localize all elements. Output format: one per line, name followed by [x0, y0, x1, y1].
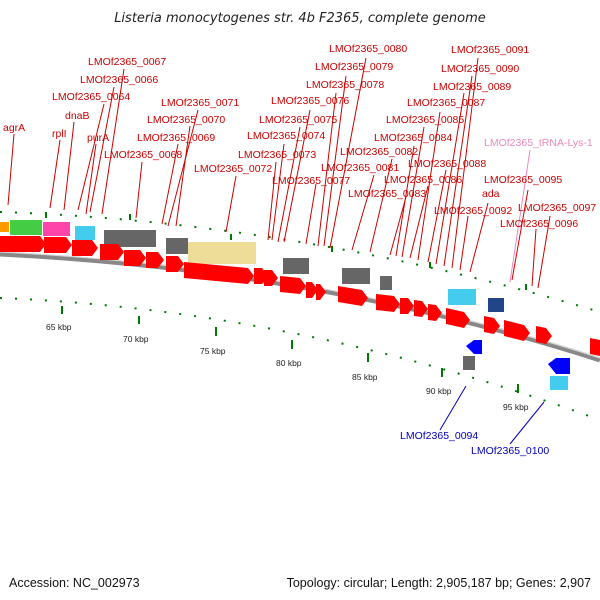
gene-label: LMOf2365_0075 [259, 114, 337, 126]
cds-forward-track [0, 236, 600, 356]
gene-label: LMOf2365_0072 [194, 163, 272, 175]
gene-label: LMOf2365_0089 [433, 81, 511, 93]
cds-reverse-arrow [548, 358, 570, 374]
cds-arrow [264, 270, 278, 286]
gene-label: rplI [52, 128, 67, 140]
gene-label: LMOf2365_0084 [374, 132, 452, 144]
cds-arrow [446, 308, 470, 328]
cds-reverse-arrow [466, 340, 482, 354]
feature-block-blue-small [488, 298, 504, 312]
cds-arrow [376, 294, 400, 312]
gene-label: LMOf2365_0083 [348, 188, 426, 200]
gene-label: LMOf2365_0095 [484, 174, 562, 186]
feature-block-orange [0, 222, 9, 232]
cds-arrow [400, 298, 414, 314]
gene-label: dnaB [65, 110, 90, 122]
gene-label: LMOf2365_0088 [408, 158, 486, 170]
gene-label: LMOf2365_0079 [315, 61, 393, 73]
cds-arrow [414, 300, 428, 317]
label-leader-lines [7, 57, 551, 289]
cds-arrow [590, 338, 600, 356]
scale-label: 75 kbp [200, 346, 226, 356]
cds-arrow [428, 304, 442, 321]
cds-arrow [536, 326, 552, 344]
gene-label: LMOf2365_0067 [88, 56, 166, 68]
gene-label: LMOf2365_0064 [52, 91, 130, 103]
cds-arrow [44, 237, 72, 253]
trna-label: LMOf2365_tRNA-Lys-1 [484, 137, 593, 149]
gene-label: LMOf2365_0078 [306, 79, 384, 91]
scale-label: 70 kbp [123, 334, 149, 344]
feature-block-cyan [75, 226, 95, 240]
outer-tick-ring [0, 211, 600, 313]
gene-label: LMOf2365_0066 [80, 74, 158, 86]
gene-label: LMOf2365_0096 [500, 218, 578, 230]
inner-tick-ring [0, 297, 600, 421]
gene-label: LMOf2365_0091 [451, 44, 529, 56]
gene-label: LMOf2365_0097 [518, 202, 596, 214]
cds-arrow [146, 252, 164, 268]
gene-label: LMOf2365_0076 [271, 95, 349, 107]
cds-arrow [0, 236, 46, 252]
gene-label: LMOf2365_0069 [137, 132, 215, 144]
gene-label: LMOf2365_0074 [247, 130, 325, 142]
cds-reverse-track [463, 340, 570, 390]
feature-block-gray-rev [463, 356, 475, 370]
scale-major-ticks [45, 212, 527, 393]
scale-label: 80 kbp [276, 358, 302, 368]
cds-arrow [280, 276, 306, 294]
feature-block-gray-3 [283, 258, 309, 274]
feature-block-gray-1 [104, 230, 156, 247]
reverse-labels: LMOf2365_0094 LMOf2365_0100 [400, 385, 549, 457]
gene-label: LMOf2365_0085 [386, 114, 464, 126]
gene-label: purA [87, 132, 109, 144]
cds-arrow [484, 316, 500, 334]
gene-label: LMOf2365_0081 [321, 162, 399, 174]
feature-block-cyan-rev [550, 376, 568, 390]
feature-block-gray-5 [380, 276, 392, 290]
cds-arrow [72, 240, 98, 256]
gene-label-reverse: LMOf2365_0100 [471, 445, 549, 457]
gene-label: LMOf2365_0070 [147, 114, 225, 126]
cds-arrow [338, 286, 368, 306]
feature-block-pink [43, 222, 70, 236]
gene-label: ada [482, 188, 500, 200]
gene-label: LMOf2365_0087 [407, 97, 485, 109]
trna-leader-line [509, 149, 531, 283]
feature-block-gray-4 [342, 268, 370, 284]
cds-arrow [184, 262, 254, 284]
gene-label-reverse: LMOf2365_0094 [400, 430, 478, 442]
cds-arrow [316, 284, 326, 300]
scale-label: 95 kbp [503, 402, 529, 412]
gene-label: LMOf2365_0086 [384, 174, 462, 186]
feature-block-gray-2 [166, 238, 188, 254]
scale-labels: 65 kbp 70 kbp 75 kbp 80 kbp 85 kbp 90 kb… [46, 322, 529, 412]
scale-label: 65 kbp [46, 322, 72, 332]
feature-block-green [10, 220, 42, 235]
accession-text: Accession: NC_002973 [9, 576, 140, 590]
gene-label: agrA [3, 122, 25, 134]
gene-label: LMOf2365_0068 [104, 149, 182, 161]
feature-block-cyan-2 [448, 289, 476, 305]
gene-label: LMOf2365_0077 [272, 175, 350, 187]
gene-label: LMOf2365_0090 [441, 63, 519, 75]
scale-label: 90 kbp [426, 386, 452, 396]
gene-label: LMOf2365_0073 [238, 149, 316, 161]
gene-label: LMOf2365_0071 [161, 97, 239, 109]
feature-track-upper [0, 220, 504, 312]
cds-arrow [100, 244, 124, 260]
gene-label: LMOf2365_0082 [340, 146, 418, 158]
scale-label: 85 kbp [352, 372, 378, 382]
gene-label: LMOf2365_0092 [434, 205, 512, 217]
gene-label: LMOf2365_0080 [329, 43, 407, 55]
cds-arrow [166, 256, 184, 272]
feature-block-khaki [188, 242, 256, 264]
cds-arrow [306, 282, 318, 298]
map-title: Listeria monocytogenes str. 4b F2365, co… [114, 11, 486, 26]
summary-text: Topology: circular; Length: 2,905,187 bp… [287, 576, 591, 590]
forward-labels: agrA rplI dnaB purA LMOf2365_0064 LMOf23… [3, 43, 596, 230]
cds-arrow [124, 250, 146, 266]
cds-arrow [504, 320, 530, 341]
